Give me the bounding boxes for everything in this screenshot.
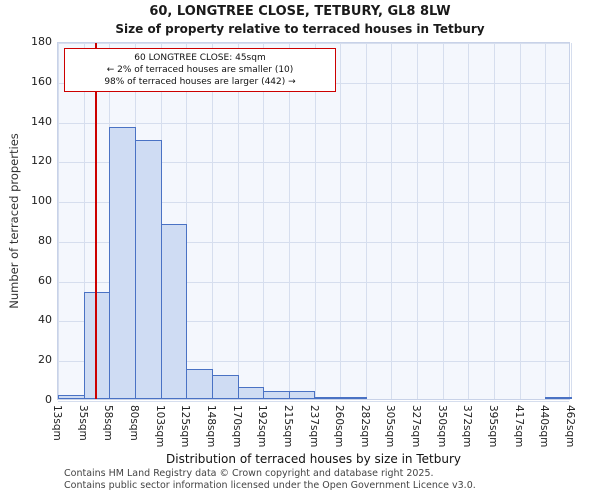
gridline-horizontal: [58, 401, 569, 402]
x-tick-label: 417sqm: [512, 405, 525, 448]
gridline-vertical: [545, 43, 547, 399]
histogram-bar: [340, 397, 367, 399]
annotation-line-2: ← 2% of terraced houses are smaller (10): [106, 65, 294, 76]
y-tick-label: 140: [31, 114, 52, 128]
y-tick-label: 180: [31, 35, 52, 48]
marker-line: [94, 43, 97, 399]
x-tick-label: 440sqm: [538, 405, 551, 448]
y-tick-label: 100: [31, 194, 52, 208]
annotation-line-1: 60 LONGTREE CLOSE: 45sqm: [134, 53, 266, 63]
x-tick-label: 148sqm: [204, 405, 217, 448]
gridline-vertical: [237, 43, 239, 399]
gridline-vertical: [519, 43, 521, 399]
x-tick-label: 350sqm: [435, 405, 448, 448]
x-tick-label: 462sqm: [564, 405, 576, 448]
y-tick-label: 40: [38, 313, 52, 327]
gridline-vertical: [391, 43, 393, 399]
histogram-bar: [83, 291, 111, 399]
gridline-vertical: [340, 43, 342, 399]
gridline-horizontal: [58, 281, 569, 283]
x-tick-label: 372sqm: [461, 405, 474, 448]
y-tick-label: 160: [31, 74, 52, 88]
x-tick-label: 282sqm: [358, 405, 371, 448]
x-tick-label: 13sqm: [51, 405, 63, 441]
gridline-vertical: [186, 43, 188, 399]
gridline-horizontal: [58, 202, 569, 204]
gridline-vertical: [263, 43, 265, 399]
gridline-vertical: [288, 43, 290, 399]
gridline-horizontal: [58, 321, 569, 323]
gridline-vertical: [58, 43, 59, 399]
gridline-vertical: [468, 43, 470, 399]
gridline-horizontal: [58, 361, 569, 363]
chart-footer: Contains HM Land Registry data © Crown c…: [64, 468, 476, 493]
chart-title: 60, LONGTREE CLOSE, TETBURY, GL8 8LW: [149, 4, 451, 19]
gridline-vertical: [211, 43, 213, 399]
annotation-line-3: 98% of terraced houses are larger (442) …: [104, 77, 296, 88]
x-tick-label: 215sqm: [281, 405, 294, 448]
histogram-bar: [160, 223, 188, 399]
histogram-bar: [186, 369, 213, 399]
histogram-bar: [58, 395, 85, 399]
x-tick-label: 80sqm: [127, 405, 140, 441]
histogram-bar: [545, 397, 572, 399]
histogram-bar: [109, 126, 136, 399]
histogram-bar: [314, 397, 342, 399]
y-tick-label: 60: [38, 273, 52, 287]
chart-subtitle: Size of property relative to terraced ho…: [115, 22, 485, 36]
x-tick-label: 237sqm: [307, 405, 320, 448]
histogram-bar: [237, 387, 265, 399]
x-axis-label: Distribution of terraced houses by size …: [166, 452, 461, 466]
y-tick-label: 80: [38, 233, 52, 247]
gridline-vertical: [571, 43, 572, 399]
x-tick-label: 35sqm: [76, 405, 89, 441]
gridline-horizontal: [58, 43, 569, 44]
x-tick-label: 260sqm: [333, 405, 346, 448]
histogram-bar: [263, 391, 290, 399]
y-tick-label: 20: [38, 353, 52, 367]
y-tick-label: 0: [45, 393, 52, 406]
x-tick-label: 103sqm: [153, 405, 166, 448]
x-tick-label: 395sqm: [487, 405, 500, 448]
footer-line-2: Contains public sector information licen…: [64, 480, 476, 492]
x-tick-label: 125sqm: [179, 405, 192, 448]
x-tick-label: 327sqm: [410, 405, 423, 448]
x-tick-label: 58sqm: [102, 405, 115, 441]
y-tick-label: 120: [31, 154, 52, 168]
gridline-vertical: [442, 43, 444, 399]
annotation-box: 60 LONGTREE CLOSE: 45sqm ← 2% of terrace…: [64, 48, 336, 93]
histogram-bar: [211, 375, 239, 399]
gridline-horizontal: [58, 162, 569, 164]
gridline-vertical: [83, 43, 85, 399]
footer-line-1: Contains HM Land Registry data © Crown c…: [64, 468, 434, 479]
x-tick-label: 305sqm: [384, 405, 397, 448]
gridline-vertical: [494, 43, 496, 399]
gridline-horizontal: [58, 122, 569, 124]
histogram-bar: [134, 140, 162, 399]
gridline-vertical: [417, 43, 419, 399]
gridline-vertical: [365, 43, 367, 399]
x-tick-label: 192sqm: [256, 405, 269, 448]
gridline-vertical: [314, 43, 316, 399]
histogram-bar: [288, 391, 316, 399]
x-tick-label: 170sqm: [230, 405, 243, 448]
gridline-horizontal: [58, 241, 569, 243]
plot-area: [57, 42, 572, 402]
